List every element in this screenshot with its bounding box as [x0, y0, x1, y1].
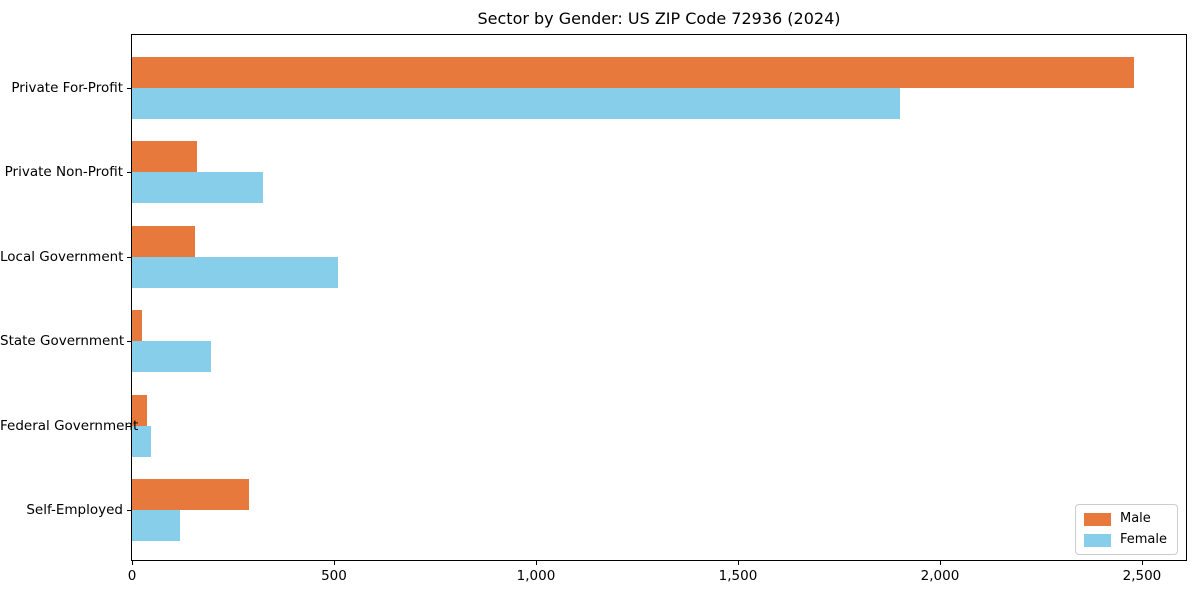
bar-female-5 [132, 510, 181, 541]
y-tick-label: State Government [0, 333, 125, 350]
y-tick [127, 425, 131, 427]
legend-item-male: Male [1083, 511, 1167, 526]
x-tick [1141, 561, 1143, 565]
x-tick-label: 0 [127, 568, 137, 584]
x-tick [333, 561, 335, 565]
x-tick [132, 561, 133, 565]
bar-male-0 [132, 57, 1134, 88]
x-tick-label: 1,000 [516, 568, 556, 584]
legend-label: Male [1119, 511, 1151, 526]
legend-item-female: Female [1083, 532, 1167, 547]
bar-male-4 [132, 394, 148, 426]
y-tick-label: Private For-Profit [11, 80, 123, 96]
legend-label: Female [1119, 532, 1167, 547]
bar-male-2 [132, 225, 195, 257]
x-tick-label: 2,000 [920, 568, 960, 584]
bar-female-1 [132, 172, 264, 204]
bar-male-1 [132, 141, 197, 173]
legend-swatch-male [1083, 512, 1111, 526]
bar-female-2 [132, 256, 339, 288]
y-tick [127, 256, 131, 258]
bar-female-3 [132, 341, 211, 373]
plot-area: Male Female [131, 34, 1187, 561]
bar-male-5 [132, 479, 250, 510]
x-tick [939, 561, 941, 565]
x-tick-label: 1,500 [718, 568, 758, 584]
y-tick-label: Federal Government [0, 417, 139, 434]
legend-swatch-female [1083, 533, 1111, 547]
y-tick-label: Private Non-Profit [4, 164, 123, 181]
x-tick-label: 500 [321, 568, 347, 584]
x-tick [737, 561, 739, 565]
y-tick [127, 172, 131, 174]
legend: Male Female [1074, 504, 1178, 555]
y-tick [127, 88, 131, 89]
y-tick [127, 510, 131, 511]
y-tick-label: Self-Employed [26, 502, 123, 518]
bar-female-4 [132, 425, 151, 457]
y-tick [127, 341, 131, 343]
x-tick [535, 561, 537, 565]
bar-male-3 [132, 310, 143, 342]
chart-title: Sector by Gender: US ZIP Code 72936 (202… [477, 9, 841, 28]
x-tick-label: 2,500 [1122, 568, 1162, 584]
y-tick-label: Local Government [0, 248, 124, 265]
bar-female-0 [132, 88, 900, 119]
